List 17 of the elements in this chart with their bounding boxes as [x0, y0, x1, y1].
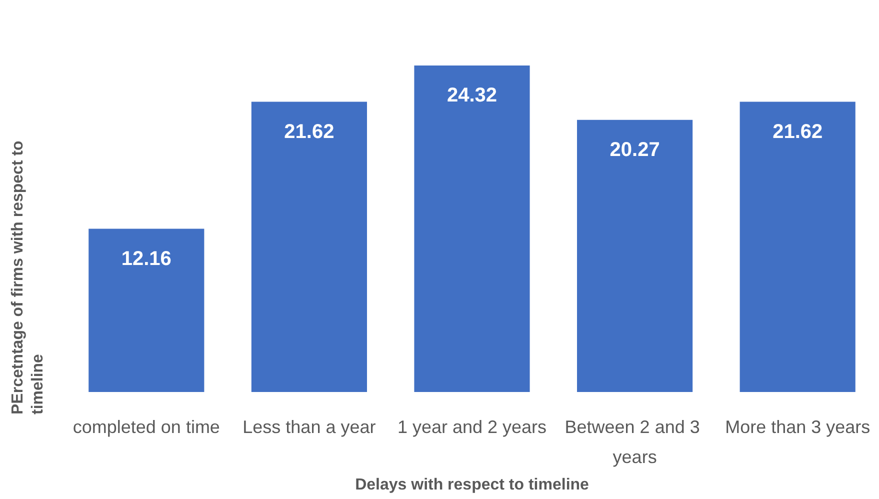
y-axis-title: PErcetntage of firms with respect to timeline [10, 136, 46, 414]
x-tick-label: Between 2 and 3 years [564, 417, 705, 467]
data-label: 24.32 [446, 84, 498, 107]
x-tick-label: More than 3 years [725, 417, 870, 437]
bar [414, 66, 530, 392]
data-label: 12.16 [121, 248, 172, 270]
bar [577, 120, 693, 392]
bar [251, 102, 367, 392]
bar [88, 228, 204, 392]
data-label: 21.62 [772, 120, 823, 143]
bar [740, 102, 856, 392]
x-tick-label: 1 year and 2 years [397, 417, 547, 437]
x-tick-label: Less than a year [242, 417, 376, 437]
x-tick-label: completed on time [72, 417, 220, 437]
data-label: 21.62 [284, 120, 334, 143]
x-axis-title: Delays with respect to timeline [355, 476, 590, 494]
data-label: 20.27 [610, 138, 660, 161]
